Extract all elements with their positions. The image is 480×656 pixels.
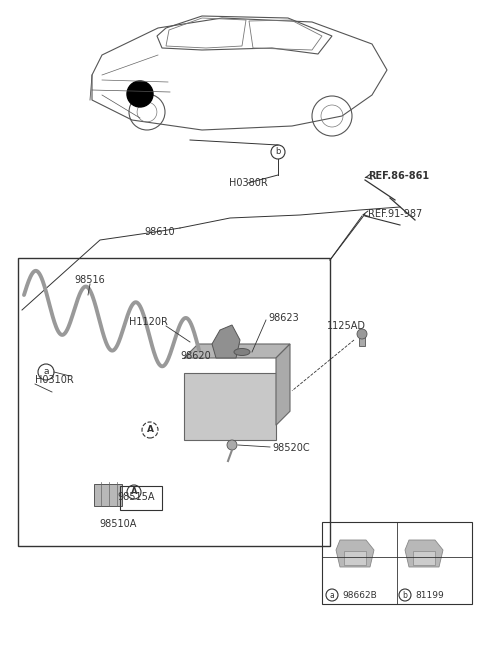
Text: 98623: 98623 — [268, 313, 299, 323]
Text: REF.86-861: REF.86-861 — [368, 171, 429, 181]
Text: 98662B: 98662B — [342, 590, 377, 600]
Polygon shape — [405, 540, 443, 567]
Bar — [94, 484, 122, 506]
Text: H0310R: H0310R — [35, 375, 74, 385]
Text: b: b — [403, 590, 408, 600]
Text: a: a — [330, 590, 335, 600]
Text: b: b — [276, 148, 281, 157]
Polygon shape — [336, 540, 374, 567]
Text: a: a — [43, 367, 49, 377]
Text: 98516: 98516 — [74, 275, 106, 285]
Ellipse shape — [234, 348, 250, 356]
Bar — [184, 373, 276, 440]
Text: 98515A: 98515A — [117, 492, 155, 502]
Text: 98520C: 98520C — [272, 443, 310, 453]
Text: 98610: 98610 — [144, 227, 175, 237]
Text: A: A — [146, 426, 154, 434]
Text: 1125AD: 1125AD — [326, 321, 365, 331]
Text: 98620: 98620 — [180, 351, 211, 361]
Polygon shape — [184, 344, 290, 358]
Circle shape — [127, 81, 153, 107]
Circle shape — [357, 329, 367, 339]
Polygon shape — [276, 344, 290, 425]
Bar — [359, 336, 365, 346]
Text: A: A — [131, 487, 137, 497]
Bar — [344, 551, 366, 565]
Text: 98510A: 98510A — [99, 519, 137, 529]
Text: REF.91-987: REF.91-987 — [368, 209, 422, 219]
Text: H0380R: H0380R — [228, 178, 267, 188]
Bar — [18, 258, 330, 546]
Bar — [322, 522, 472, 604]
Text: H1120R: H1120R — [129, 317, 168, 327]
Polygon shape — [212, 325, 240, 358]
Circle shape — [227, 440, 237, 450]
Bar — [413, 551, 435, 565]
Bar — [120, 486, 162, 510]
Text: 81199: 81199 — [415, 590, 444, 600]
